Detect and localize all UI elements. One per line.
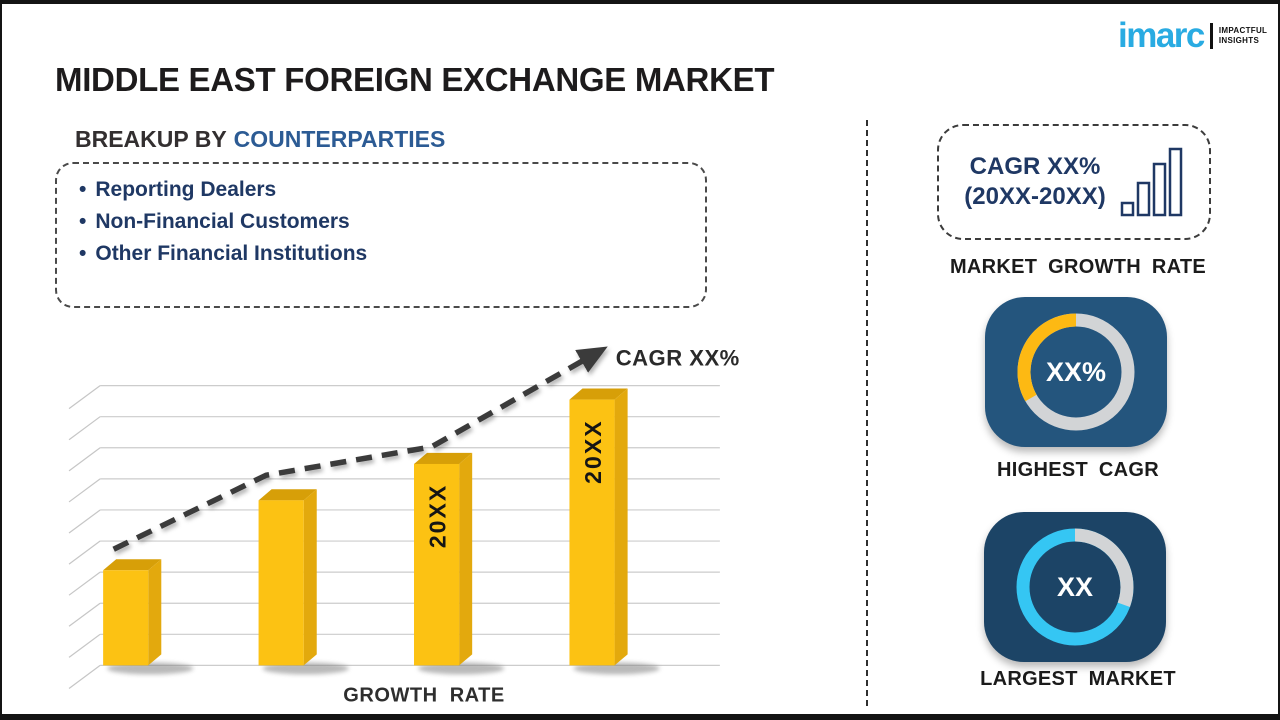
bar-chart-icon [1120,147,1182,217]
logo-tagline-bottom: INSIGHTS [1218,35,1260,45]
counterparties-list: Reporting Dealers Non-Financial Customer… [57,174,705,270]
logo-divider [1209,22,1213,49]
breakup-heading-highlight: COUNTERPARTIES [233,126,446,152]
cagr-trend-arrow [112,346,608,552]
highest-cagr-value: XX% [1046,357,1106,387]
section-divider [866,120,868,706]
donut-segment [1074,528,1134,608]
largest-market-donut: XX [1016,528,1134,646]
imarc-logo-text: imarc [1118,16,1205,55]
list-item: Reporting Dealers [79,174,705,206]
breakup-heading: BREAKUP BY COUNTERPARTIES [75,126,445,153]
counterparties-box: Reporting Dealers Non-Financial Customer… [55,162,707,308]
list-item: Non-Financial Customers [79,206,705,238]
donut-segment [1017,313,1077,402]
highest-cagr-tile: XX% [985,297,1167,447]
svg-text:20XX: 20XX [425,484,451,548]
list-item: Other Financial Institutions [79,238,705,270]
largest-market-caption: LARGEST MARKET [980,668,1176,690]
highest-cagr-caption: HIGHEST CAGR [997,459,1159,481]
largest-market-tile: XX [984,512,1166,662]
logo-tagline: IMPACTFUL INSIGHTS [1219,26,1267,44]
cagr-period: (20XX-20XX) [964,183,1106,210]
chart-bars: 20XX 20XX [103,388,660,675]
breakup-heading-prefix: BREAKUP BY [75,126,227,152]
market-growth-rate-caption: MARKET GROWTH RATE [949,256,1207,278]
growth-chart: 20XX 20XX CAGR XX% GROWTH RATE [58,337,762,714]
cagr-value: CAGR XX% [969,153,1101,180]
x-axis-label: GROWTH RATE [343,685,505,707]
cagr-text: CAGR XX% (20XX-20XX) [964,152,1105,212]
svg-text:20XX: 20XX [580,419,606,483]
highest-cagr-donut: XX% [1017,313,1135,431]
market-growth-rate-box: CAGR XX% (20XX-20XX) [937,124,1211,240]
imarc-logo: imarc IMPACTFUL INSIGHTS [1118,18,1267,53]
page-title: MIDDLE EAST FOREIGN EXCHANGE MARKET [55,61,775,98]
logo-tagline-top: IMPACTFUL [1218,26,1268,36]
largest-market-value: XX [1057,572,1093,602]
cagr-trend-label: CAGR XX% [616,346,740,371]
growth-bar-chart: 20XX 20XX CAGR XX% GROWTH RATE [68,346,740,707]
